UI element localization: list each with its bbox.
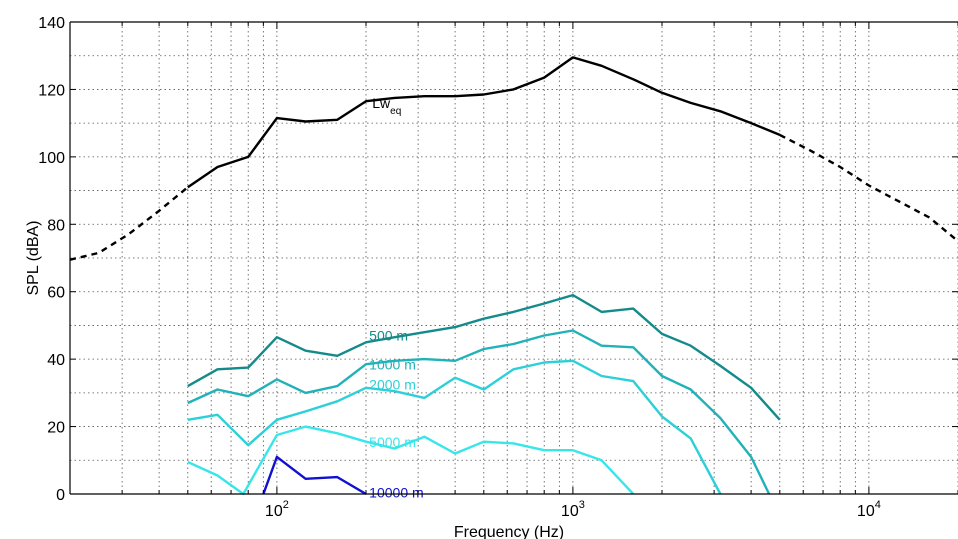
x-tick-label: 102 xyxy=(265,499,289,520)
y-tick-label: 20 xyxy=(47,420,65,437)
series-line-3 xyxy=(187,359,722,495)
series-line-5 xyxy=(262,455,367,495)
series-label: Lweq xyxy=(372,95,401,117)
series-line-4 xyxy=(187,425,635,495)
y-axis-label: SPL (dBA) xyxy=(25,221,42,296)
series-label: 500 m xyxy=(369,328,408,344)
y-tick-label: 140 xyxy=(38,15,65,32)
y-tick-label: 0 xyxy=(56,487,65,504)
y-tick-label: 60 xyxy=(47,285,65,302)
series-label: 5000 m xyxy=(369,434,416,450)
y-tick-label: 120 xyxy=(38,82,65,99)
grid xyxy=(69,22,958,494)
series-line-2 xyxy=(187,329,771,495)
series-label: 2000 m xyxy=(369,376,416,392)
series-line-dashed-left xyxy=(70,186,189,261)
x-axis-label: Frequency (Hz) xyxy=(454,524,564,539)
series-labels: Lweq 500 m 1000 m 2000 m 5000 m 10000 m xyxy=(369,95,423,500)
series-line-dashed-right xyxy=(779,133,958,243)
y-tick-label: 80 xyxy=(47,217,65,234)
x-tick-label: 104 xyxy=(857,499,881,520)
y-tick-label: 40 xyxy=(47,352,65,369)
series-line-0 xyxy=(187,56,781,189)
series-label: 10000 m xyxy=(369,484,423,500)
y-tick-label: 100 xyxy=(38,150,65,167)
axes: 0 20 40 60 80 100 120 140 102 103 104 xyxy=(38,15,958,520)
series-label: 1000 m xyxy=(369,356,416,372)
series-lines xyxy=(70,56,958,495)
x-tick-label: 103 xyxy=(561,499,585,520)
series-line-1 xyxy=(187,293,781,421)
